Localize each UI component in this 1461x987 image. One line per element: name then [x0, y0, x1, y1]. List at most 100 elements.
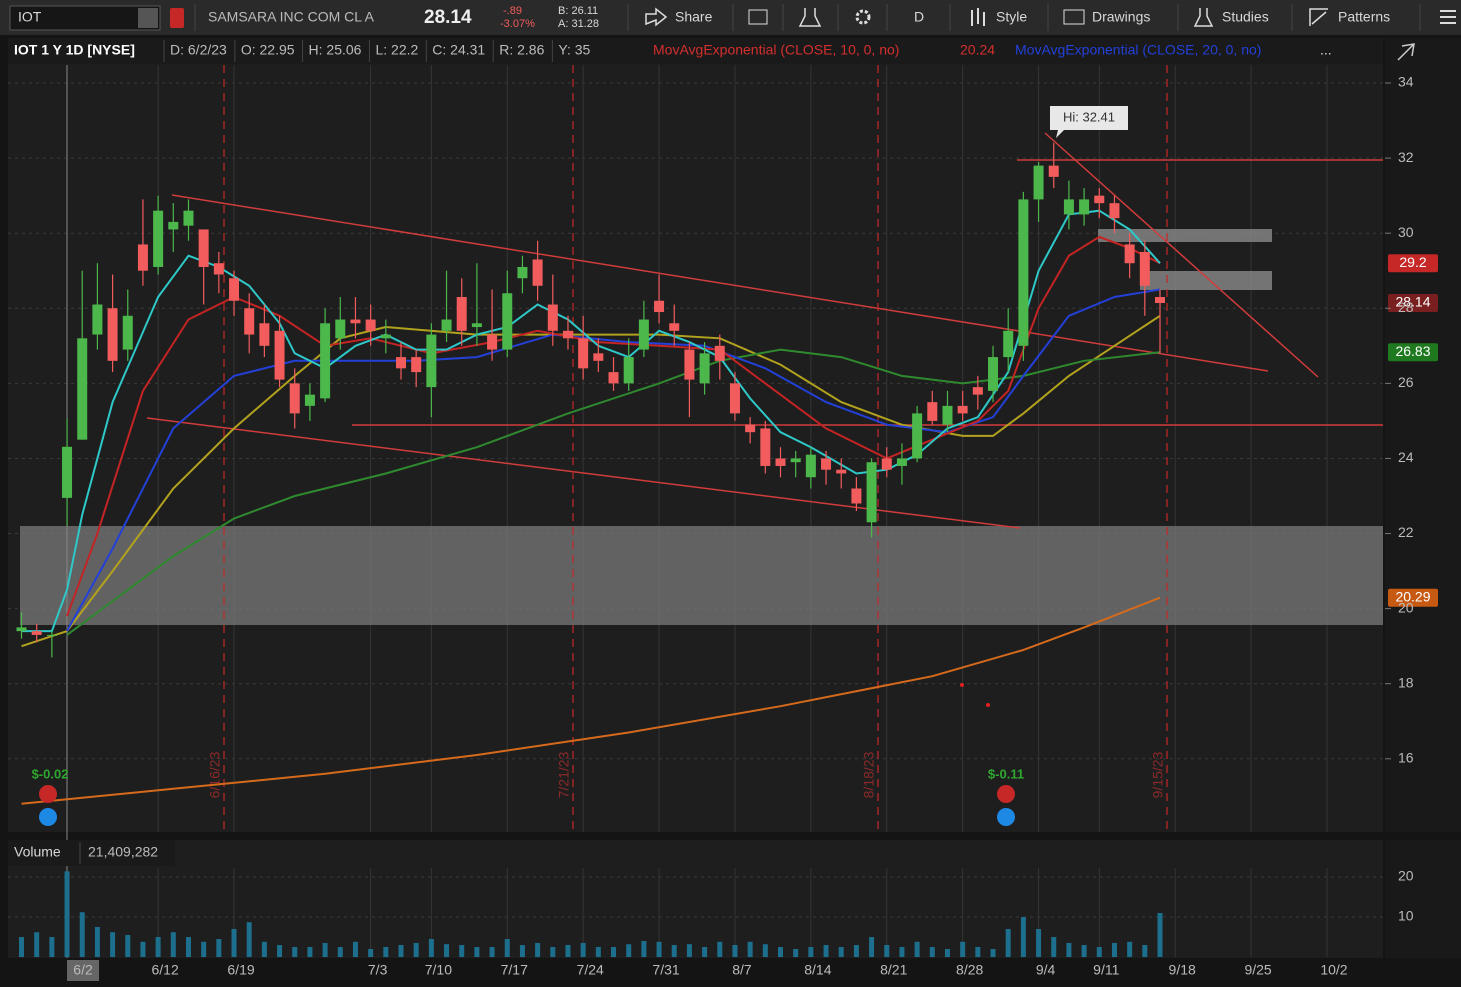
info-field: Y: 35 — [558, 42, 590, 58]
volume-bar — [853, 945, 859, 957]
expiration-label: 9/15/23 — [1150, 751, 1166, 798]
resistance-zone — [1140, 271, 1272, 290]
price-marker — [1388, 294, 1438, 313]
candle-body — [775, 458, 786, 466]
patterns-button[interactable]: Patterns — [1338, 9, 1390, 25]
dividend-icon[interactable] — [39, 808, 57, 826]
price-marker-label: 29.2 — [1399, 254, 1426, 270]
volume-bar — [1111, 943, 1117, 957]
volume-bar — [231, 929, 237, 957]
y-tick-label: 24 — [1398, 449, 1414, 465]
volume-bar — [292, 947, 298, 957]
price-marker-label: 28.14 — [1395, 294, 1430, 310]
candle-body — [46, 634, 57, 636]
dividend-icon[interactable] — [997, 808, 1015, 826]
more[interactable]: ... — [1320, 42, 1332, 58]
candle-body — [244, 308, 255, 335]
candle-body — [714, 345, 725, 361]
candle-body — [1109, 203, 1120, 219]
candle-body — [562, 330, 573, 339]
share-icon[interactable] — [645, 7, 668, 27]
flag — [170, 8, 184, 28]
patterns-icon[interactable] — [1309, 8, 1328, 26]
y-tick-label: 28 — [1398, 299, 1414, 315]
x-tick-label: 9/18 — [1169, 962, 1196, 978]
plot: 29.2 28.14 26.83 20.29 — [16, 142, 1438, 957]
candle-body — [213, 263, 224, 275]
symbol[interactable]: IOT — [18, 9, 42, 25]
x-tick-label: 8/7 — [732, 962, 752, 978]
volume-bar — [201, 941, 207, 957]
volume-bar — [914, 941, 920, 957]
volume-bar — [671, 945, 677, 957]
style-icon[interactable] — [971, 8, 985, 26]
dot — [986, 703, 990, 707]
info-field: L: 22.2 — [375, 42, 418, 58]
candle-body — [153, 210, 164, 267]
y-tick-label: 32 — [1398, 149, 1414, 165]
volume-bar — [216, 939, 222, 957]
candle-body — [183, 210, 194, 226]
candle-body — [1063, 199, 1074, 215]
candle-body — [289, 383, 300, 414]
x-tick-label: 9/4 — [1036, 962, 1056, 978]
style-button[interactable]: Style — [996, 9, 1027, 25]
candle-body — [623, 357, 634, 384]
y-tick-label: 20 — [1398, 599, 1414, 615]
x-tick-label: 7/24 — [577, 962, 604, 978]
candle-body — [350, 319, 361, 324]
volume-pane — [8, 840, 1383, 958]
menu-icon[interactable] — [1440, 10, 1456, 24]
volume-bar — [686, 944, 692, 957]
volume-bar — [869, 937, 875, 957]
expiration-label: 8/18/23 — [861, 751, 877, 798]
earnings-icon[interactable] — [997, 785, 1015, 803]
cursor-label-box — [67, 960, 100, 981]
change-pct: -3.07% — [500, 18, 535, 30]
volume-bar — [383, 947, 389, 957]
earnings-label: $-0.11 — [988, 766, 1024, 781]
candle-body — [1079, 199, 1090, 215]
autoscale-icon[interactable] — [1397, 43, 1415, 61]
drawings-button[interactable]: Drawings — [1092, 9, 1150, 25]
earnings-icon[interactable] — [39, 785, 57, 803]
studies-icon[interactable] — [1193, 8, 1214, 27]
volume-bar — [535, 943, 541, 957]
candle-body — [259, 323, 270, 346]
candle-body — [957, 405, 968, 414]
info-field: R: 2.86 — [499, 42, 544, 58]
candle-body — [441, 319, 452, 331]
volume-label: Volume — [14, 844, 61, 860]
candle-body — [31, 631, 42, 635]
volume-bar — [823, 945, 829, 957]
info-field: C: 24.31 — [432, 42, 485, 58]
candle-body — [62, 446, 73, 498]
study-label: MovAvgExponential (CLOSE, 20, 0, no) — [1015, 42, 1261, 58]
flexible-grid-icon[interactable] — [748, 9, 768, 25]
drawings-icon[interactable] — [1063, 9, 1085, 25]
earnings-label: $-0.02 — [32, 766, 69, 781]
dropdown[interactable] — [138, 8, 158, 28]
candle-body — [654, 300, 665, 313]
volume-bar — [352, 941, 358, 957]
symbol-box[interactable] — [9, 5, 161, 31]
volume-bar — [337, 947, 343, 957]
candle-body — [836, 469, 847, 474]
candle-body — [137, 244, 148, 271]
x-tick-label: 8/28 — [956, 962, 983, 978]
settings-icon[interactable] — [855, 9, 871, 25]
lab-icon[interactable] — [798, 8, 822, 27]
candle-body — [532, 259, 543, 286]
ask: A: 31.28 — [558, 18, 599, 30]
candle-body — [699, 353, 710, 384]
aggregation-button[interactable]: D — [914, 9, 924, 25]
volume-bar — [170, 932, 176, 957]
volume-bar — [1005, 929, 1011, 957]
candle-body — [866, 462, 877, 523]
volume-bar — [307, 947, 313, 957]
expiration-label: 7/21/23 — [556, 751, 572, 798]
studies-button[interactable]: Studies — [1222, 9, 1269, 25]
x-tick-label: 7/3 — [368, 962, 388, 978]
share-button[interactable]: Share — [675, 9, 713, 25]
volume-bar — [550, 947, 556, 957]
